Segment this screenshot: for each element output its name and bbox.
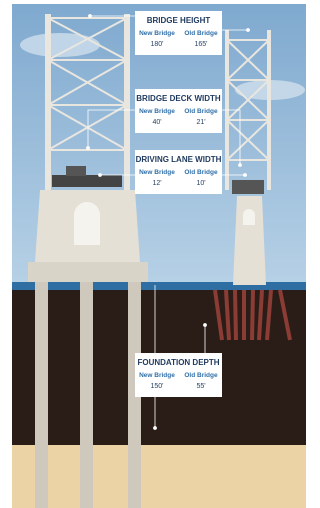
new-label: New Bridge — [139, 372, 175, 379]
new-label: New Bridge — [139, 169, 175, 176]
new-value: 180' — [150, 41, 163, 48]
callout-title: FOUNDATION DEPTH — [137, 358, 219, 367]
old-label: Old Bridge — [184, 108, 218, 115]
old-label: Old Bridge — [184, 169, 218, 176]
callout-title: BRIDGE HEIGHT — [147, 16, 211, 25]
new-label: New Bridge — [139, 30, 175, 37]
new-value: 40' — [152, 119, 161, 126]
old-label: Old Bridge — [184, 372, 218, 379]
old-label: Old Bridge — [184, 30, 218, 37]
new-value: 12' — [152, 180, 161, 187]
new-value: 150' — [150, 383, 163, 390]
new-label: New Bridge — [139, 108, 175, 115]
callout-title: BRIDGE DECK WIDTH — [136, 94, 221, 103]
infographic: BRIDGE HEIGHT New Bridge Old Bridge 180' 165… — [0, 0, 317, 508]
old-value: 10' — [196, 180, 205, 187]
old-value: 21' — [196, 119, 205, 126]
old-value: 55' — [196, 383, 205, 390]
old-value: 165' — [194, 41, 207, 48]
callout-title: DRIVING LANE WIDTH — [136, 155, 222, 164]
